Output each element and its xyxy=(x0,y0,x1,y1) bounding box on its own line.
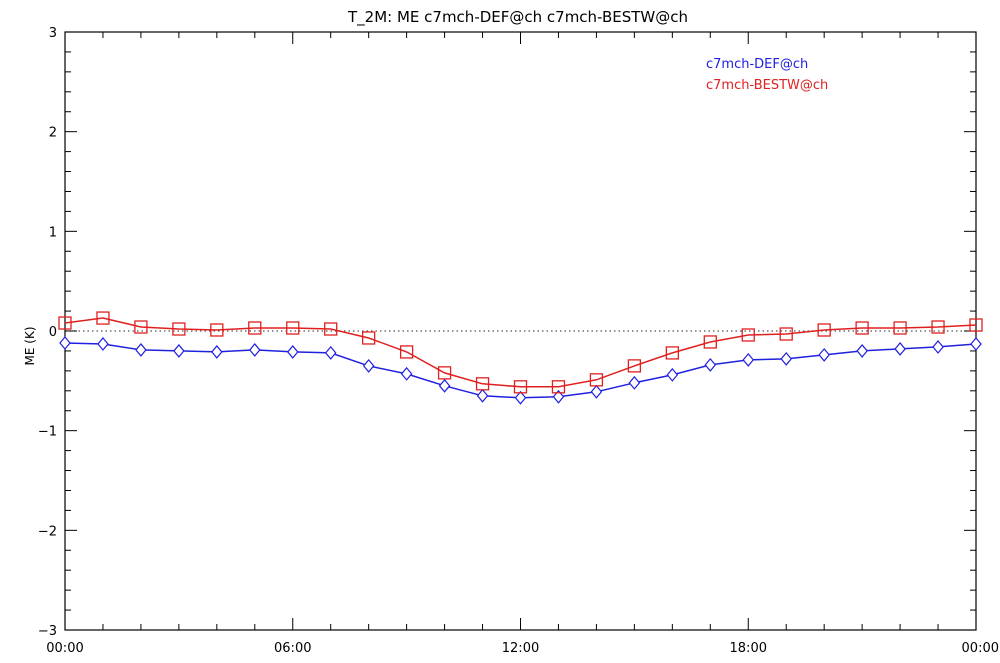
data-point-diamond xyxy=(59,336,71,350)
data-point-square xyxy=(172,322,186,336)
x-tick-label: 12:00 xyxy=(502,641,539,656)
data-point-diamond xyxy=(324,345,337,360)
data-point-diamond xyxy=(97,337,109,351)
y-axis-ticks: −3 −2 −1 0 1 2 3 xyxy=(38,26,976,639)
data-point-diamond xyxy=(856,343,868,358)
x-tick-label: 00:00 xyxy=(46,641,83,656)
data-point-square xyxy=(248,321,262,335)
series-line xyxy=(64,342,977,399)
y-axis-label: ME (K) xyxy=(23,327,37,366)
data-point-diamond xyxy=(514,390,527,405)
data-point-square xyxy=(817,323,831,337)
data-point-diamond xyxy=(894,342,906,356)
data-point-square xyxy=(627,359,642,373)
data-point-square xyxy=(134,320,148,334)
series-1 xyxy=(59,336,982,405)
series-line xyxy=(64,317,977,388)
data-point-square xyxy=(513,380,528,394)
y-tick-label: 1 xyxy=(49,225,57,240)
data-point-diamond xyxy=(135,342,147,357)
y-tick-label: 3 xyxy=(49,26,57,41)
x-tick-label: 06:00 xyxy=(274,641,311,656)
data-point-square xyxy=(893,321,907,335)
x-tick-label: 18:00 xyxy=(730,641,767,656)
x-axis-ticks: 00:00 06:00 12:00 18:00 00:00 xyxy=(46,32,999,656)
data-point-square xyxy=(96,311,110,325)
data-point-square xyxy=(741,328,755,342)
data-point-square xyxy=(286,321,300,335)
series-2 xyxy=(58,311,983,394)
data-point-square xyxy=(855,321,869,335)
data-point-square xyxy=(437,366,452,380)
y-tick-label: −1 xyxy=(38,425,57,440)
data-point-square xyxy=(703,335,717,349)
legend: c7mch-DEF@ch c7mch-BESTW@ch xyxy=(706,57,828,93)
legend-entry: c7mch-DEF@ch xyxy=(706,57,808,72)
y-tick-label: 0 xyxy=(49,325,57,340)
y-tick-label: −3 xyxy=(38,624,57,639)
data-point-diamond xyxy=(552,389,565,404)
y-tick-label: −2 xyxy=(38,524,57,539)
series-layer xyxy=(58,311,983,405)
data-point-square xyxy=(210,323,224,337)
data-point-diamond xyxy=(628,375,641,390)
data-point-square xyxy=(589,373,604,387)
data-point-square xyxy=(779,327,793,341)
data-point-diamond xyxy=(173,343,185,358)
data-point-diamond xyxy=(666,367,679,382)
data-point-diamond xyxy=(780,351,792,366)
data-point-square xyxy=(58,316,72,330)
data-point-diamond xyxy=(818,347,830,362)
y-tick-label: 2 xyxy=(49,126,57,141)
data-point-diamond xyxy=(249,342,261,357)
data-point-square xyxy=(475,377,490,391)
data-point-square xyxy=(324,322,338,336)
data-point-square xyxy=(399,345,414,359)
data-point-diamond xyxy=(704,357,717,372)
data-point-square xyxy=(969,318,983,332)
data-point-square xyxy=(931,320,945,334)
data-point-diamond xyxy=(742,352,755,367)
data-point-diamond xyxy=(362,358,375,373)
data-point-diamond xyxy=(400,366,413,381)
chart-title: T_2M: ME c7mch-DEF@ch c7mch-BESTW@ch xyxy=(347,8,688,27)
data-point-diamond xyxy=(286,344,299,359)
data-point-diamond xyxy=(476,388,489,403)
data-point-diamond xyxy=(438,378,451,393)
data-point-diamond xyxy=(211,344,223,359)
data-point-diamond xyxy=(590,384,603,399)
data-point-diamond xyxy=(970,337,982,351)
data-point-square xyxy=(362,331,376,345)
data-point-square xyxy=(551,380,566,394)
legend-entry: c7mch-BESTW@ch xyxy=(706,78,828,93)
data-point-square xyxy=(665,346,679,360)
x-tick-label: 00:00 xyxy=(962,641,999,656)
data-point-diamond xyxy=(932,340,944,354)
